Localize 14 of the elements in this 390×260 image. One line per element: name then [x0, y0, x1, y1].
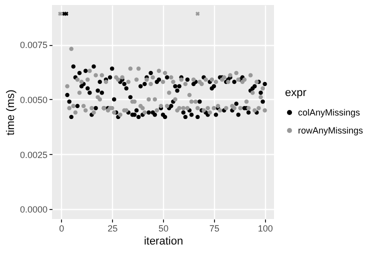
y-tick-label: 0.0075 [20, 40, 48, 50]
y-tick-label: 0.0000 [20, 204, 48, 215]
y-axis-title: time (ms) [4, 90, 17, 136]
x-tick-label: 0 [59, 224, 64, 234]
legend-label: rowAnyMissings [298, 126, 364, 136]
x-tick-label: 75 [209, 224, 220, 234]
x-tick-label: 25 [108, 224, 118, 234]
legend-title: expr [285, 87, 307, 99]
x-tick-label: 100 [258, 224, 273, 234]
legend-label: colAnyMissings [298, 108, 361, 118]
y-tick-label: 0.0025 [20, 150, 48, 160]
x-axis-title: iteration [144, 236, 184, 248]
y-tick-label: 0.0050 [20, 94, 48, 105]
x-tick-label: 50 [158, 224, 169, 234]
